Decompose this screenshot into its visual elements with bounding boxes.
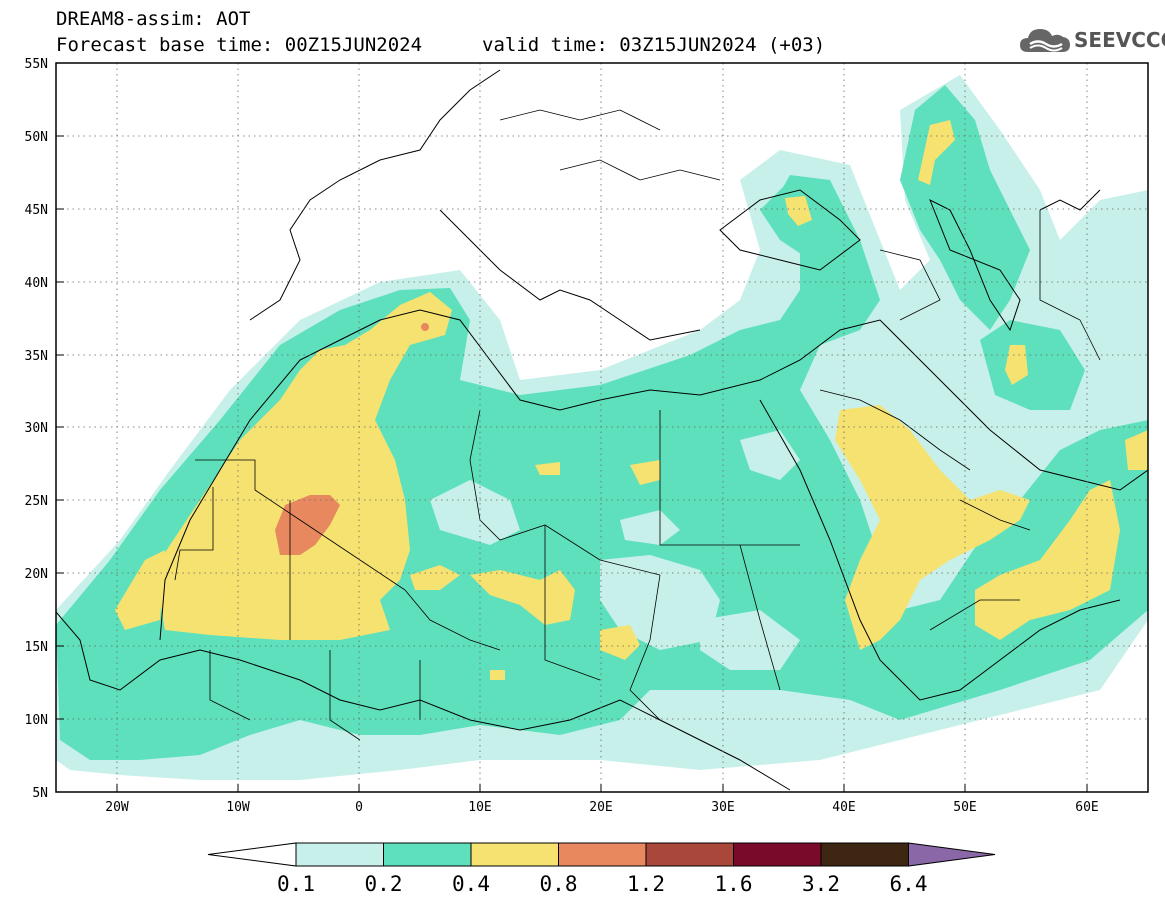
colorbar-segment	[470, 842, 559, 867]
colorbar-label: 0.2	[365, 872, 403, 896]
colorbar-label: 0.1	[277, 872, 315, 896]
colorbar-segment	[383, 842, 472, 867]
map-title: DREAM8-assim: AOT	[56, 8, 251, 30]
colorbar-segment	[820, 842, 909, 867]
seevccc-logo: SEEVCCC	[1018, 24, 1165, 58]
lon-label: 60E	[1075, 800, 1098, 815]
lon-label: 20W	[105, 800, 129, 815]
ticks	[56, 135, 1088, 792]
lat-label: 40N	[25, 276, 48, 291]
lon-label: 10W	[226, 800, 250, 815]
colorbar-under-triangle	[207, 842, 297, 867]
lon-label: 10E	[468, 800, 491, 815]
lat-label: 45N	[25, 203, 48, 218]
valid-time: valid time: 03Z15JUN2024 (+03)	[482, 34, 826, 56]
colorbar-label: 1.6	[715, 872, 753, 896]
lon-label: 40E	[832, 800, 855, 815]
colorbar-segment	[733, 842, 822, 867]
colorbar-label: 0.4	[452, 872, 490, 896]
cloud-icon	[1020, 29, 1070, 52]
colorbar-label: 6.4	[890, 872, 928, 896]
colorbar-over-triangle	[908, 842, 996, 867]
lon-label: 20E	[589, 800, 612, 815]
colorbar-label: 0.8	[540, 872, 578, 896]
colorbar-label: 1.2	[627, 872, 665, 896]
country-borders	[174, 109, 1101, 741]
logo-text: SEEVCCC	[1074, 28, 1165, 52]
lat-label: 35N	[25, 349, 48, 364]
colorbar: 0.1 0.2 0.4 0.8 1.2 1.6 3.2 6.4	[207, 842, 996, 896]
lat-label: 15N	[25, 640, 48, 655]
lat-label: 50N	[25, 130, 48, 145]
lat-label: 5N	[32, 786, 48, 801]
lat-label: 20N	[25, 567, 48, 582]
latitude-labels: 55N 50N 45N 40N 35N 30N 25N 20N 15N 10N …	[25, 57, 48, 801]
graticule	[56, 63, 1148, 792]
lat-label: 25N	[25, 494, 48, 509]
colorbar-label: 3.2	[802, 872, 840, 896]
lon-label: 0	[355, 800, 363, 815]
colorbar-segment	[558, 842, 647, 867]
lat-label: 30N	[25, 421, 48, 436]
lat-label: 10N	[25, 713, 48, 728]
forecast-base-time: Forecast base time: 00Z15JUN2024	[56, 34, 423, 56]
colorbar-segment	[645, 842, 734, 867]
aot-field	[56, 75, 1148, 780]
lon-label: 50E	[953, 800, 976, 815]
lat-label: 55N	[25, 57, 48, 72]
longitude-labels: 20W 10W 0 10E 20E 30E 40E 50E 60E	[105, 800, 1098, 815]
lon-label: 30E	[711, 800, 734, 815]
colorbar-segment	[295, 842, 384, 867]
